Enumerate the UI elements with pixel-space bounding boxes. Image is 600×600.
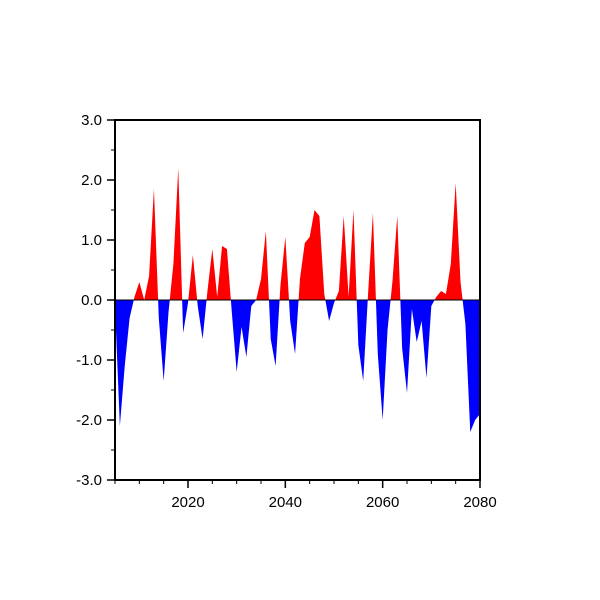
y-tick-label: 0.0 [81,292,102,309]
x-tick-label: 2040 [269,494,302,511]
y-tick-label: 1.0 [81,232,102,249]
x-tick-label: 2020 [171,494,204,511]
y-tick-label: -1.0 [76,352,102,369]
y-tick-label: -2.0 [76,412,102,429]
x-tick-label: 2060 [366,494,399,511]
y-tick-label: -3.0 [76,472,102,489]
x-tick-label: 2080 [463,494,496,511]
area-negative [115,300,480,432]
y-axis: 3.0 2.0 1.0 0.0 -1.0 -2.0 -3.0 [76,112,115,489]
y-tick-label: 3.0 [81,112,102,129]
y-tick-label: 2.0 [81,172,102,189]
area-positive [115,168,480,300]
x-axis: 2020 2040 2060 2080 [114,480,497,511]
